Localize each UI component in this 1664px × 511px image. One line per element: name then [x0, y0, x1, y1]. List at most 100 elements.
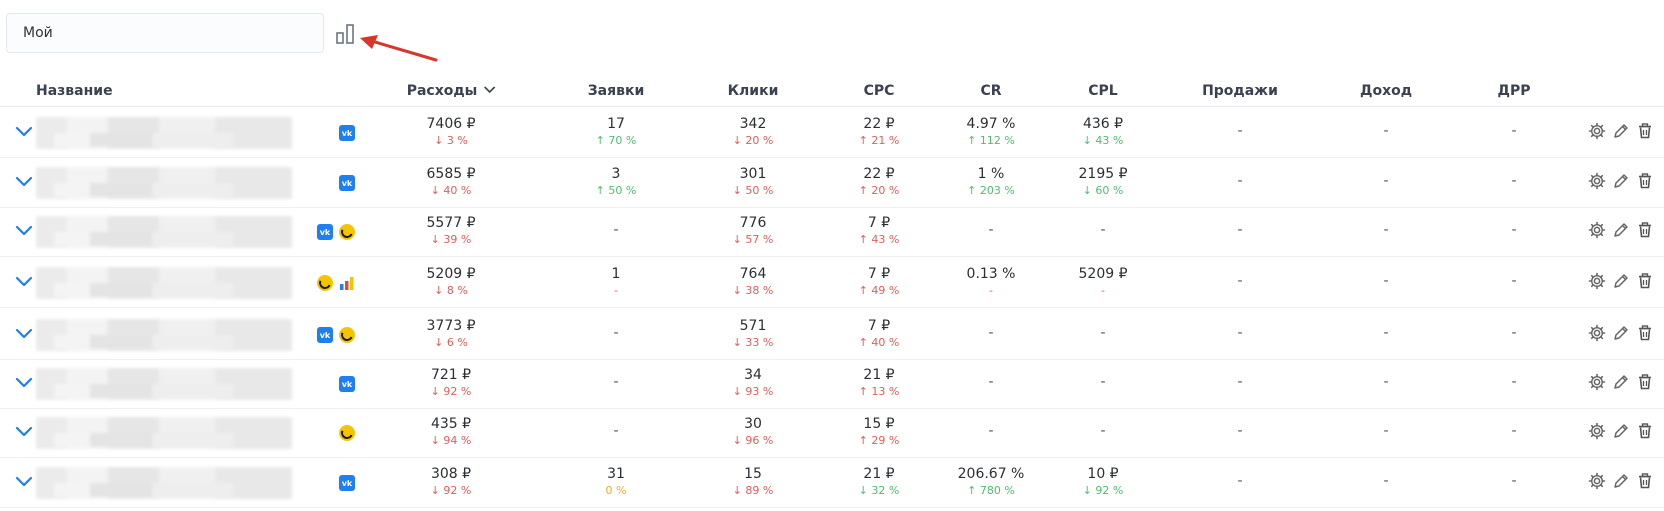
- gear-icon[interactable]: [1588, 122, 1606, 140]
- expand-row-chevron-down-icon[interactable]: [14, 474, 34, 490]
- trash-icon[interactable]: [1636, 122, 1654, 140]
- pencil-icon[interactable]: [1612, 221, 1630, 239]
- table-row[interactable]: 5209 ₽ ↓ 8 % 1-764 ↓ 38 % 7 ₽ ↑ 49 % 0.13 % -52…: [0, 257, 1664, 308]
- gear-icon[interactable]: [1588, 272, 1606, 290]
- table-row[interactable]: vk 7406 ₽ ↓ 3 % 17 ↑ 70 % 342 ↓ 20 % 22 ₽ ↑ 21 %…: [0, 107, 1664, 158]
- trash-icon[interactable]: [1636, 373, 1654, 391]
- pencil-icon[interactable]: [1612, 373, 1630, 391]
- column-header-income[interactable]: Доход: [1359, 83, 1413, 99]
- filter-input[interactable]: [6, 13, 324, 53]
- column-header-clicks[interactable]: Клики: [727, 83, 779, 99]
- income-value: -: [1383, 123, 1389, 139]
- expand-row-chevron-down-icon[interactable]: [14, 223, 34, 239]
- cell-cpc: 15 ₽ ↑ 29 %: [859, 407, 900, 457]
- leads-value: -: [613, 423, 619, 439]
- column-header-spend[interactable]: Расходы: [407, 76, 496, 106]
- income-value: -: [1383, 374, 1389, 390]
- campaign-name-redacted[interactable]: [36, 417, 292, 449]
- trash-icon[interactable]: [1636, 221, 1654, 239]
- cell-cpl: 436 ₽ ↓ 43 %: [1083, 107, 1124, 157]
- campaign-name-redacted[interactable]: [36, 167, 292, 199]
- bar-chart-icon[interactable]: [334, 22, 358, 46]
- table-row[interactable]: vk 5577 ₽ ↓ 39 % - 776 ↓ 57 % 7 ₽ ↑ 43 % - - - - -: [0, 206, 1664, 257]
- cell-cr: -: [988, 206, 993, 256]
- cell-cpc: 21 ₽ ↓ 32 %: [859, 457, 900, 507]
- vk-icon: vk: [339, 475, 355, 491]
- pencil-icon[interactable]: [1612, 122, 1630, 140]
- clicks-change: ↓ 50 %: [732, 184, 774, 197]
- gear-icon[interactable]: [1588, 221, 1606, 239]
- column-header-cpc[interactable]: CPC: [863, 83, 895, 99]
- cell-cr: 206.67 % ↑ 780 %: [958, 457, 1025, 507]
- cell-spend: 5209 ₽ ↓ 8 %: [427, 257, 476, 307]
- column-header-cr[interactable]: CR: [980, 83, 1002, 99]
- cell-cpc: 22 ₽ ↑ 20 %: [859, 157, 900, 207]
- pencil-icon[interactable]: [1612, 422, 1630, 440]
- spend-value: 308 ₽: [430, 466, 472, 482]
- column-header-name[interactable]: Название: [36, 83, 113, 99]
- leads-value: 17: [607, 116, 625, 132]
- drr-value: -: [1511, 325, 1517, 341]
- campaign-name-redacted[interactable]: [36, 467, 292, 499]
- clicks-change: ↓ 96 %: [732, 434, 774, 447]
- pencil-icon[interactable]: [1612, 172, 1630, 190]
- column-header-cpl[interactable]: CPL: [1088, 83, 1118, 99]
- income-value: -: [1383, 423, 1389, 439]
- column-header-leads[interactable]: Заявки: [587, 83, 645, 99]
- expand-row-chevron-down-icon[interactable]: [14, 124, 34, 140]
- cell-cpl: -: [1100, 407, 1105, 457]
- cr-value: 1 %: [977, 166, 1005, 182]
- cell-sales: -: [1237, 257, 1242, 307]
- trash-icon[interactable]: [1636, 324, 1654, 342]
- column-header-sales[interactable]: Продажи: [1202, 83, 1278, 99]
- cr-value: 0.13 %: [966, 266, 1016, 282]
- pencil-icon[interactable]: [1612, 324, 1630, 342]
- cell-income: -: [1383, 358, 1388, 408]
- campaign-name-redacted[interactable]: [36, 117, 292, 149]
- expand-row-chevron-down-icon[interactable]: [14, 424, 34, 440]
- pencil-icon[interactable]: [1612, 472, 1630, 490]
- expand-row-chevron-down-icon[interactable]: [14, 174, 34, 190]
- expand-row-chevron-down-icon[interactable]: [14, 326, 34, 342]
- income-value: -: [1383, 173, 1389, 189]
- table-row[interactable]: vk 721 ₽ ↓ 92 % - 34 ↓ 93 % 21 ₽ ↑ 13 % - - - - -: [0, 358, 1664, 409]
- gear-icon[interactable]: [1588, 324, 1606, 342]
- cell-sales: -: [1237, 206, 1242, 256]
- campaign-name-redacted[interactable]: [36, 267, 292, 299]
- cpl-change: -: [1101, 284, 1105, 297]
- row-actions: [1588, 324, 1654, 342]
- cell-clicks: 571 ↓ 33 %: [733, 309, 774, 359]
- expand-row-chevron-down-icon[interactable]: [14, 274, 34, 290]
- sales-value: -: [1237, 123, 1243, 139]
- campaign-name-redacted[interactable]: [36, 368, 292, 400]
- column-header-drr[interactable]: ДРР: [1497, 83, 1531, 99]
- cell-clicks: 776 ↓ 57 %: [733, 206, 774, 256]
- trash-icon[interactable]: [1636, 422, 1654, 440]
- cpc-value: 22 ₽: [863, 116, 895, 132]
- cpc-value: 22 ₽: [863, 166, 895, 182]
- cell-drr: -: [1511, 358, 1516, 408]
- table-row[interactable]: 435 ₽ ↓ 94 % - 30 ↓ 96 % 15 ₽ ↑ 29 % - - - - -: [0, 407, 1664, 458]
- expand-row-chevron-down-icon[interactable]: [14, 375, 34, 391]
- cpl-value: -: [1100, 374, 1106, 390]
- gear-icon[interactable]: [1588, 472, 1606, 490]
- cr-change: ↑ 780 %: [967, 484, 1015, 497]
- gear-icon[interactable]: [1588, 172, 1606, 190]
- leads-value: -: [613, 374, 619, 390]
- drr-value: -: [1511, 423, 1517, 439]
- campaign-name-redacted[interactable]: [36, 216, 292, 248]
- row-actions: [1588, 373, 1654, 391]
- trash-icon[interactable]: [1636, 472, 1654, 490]
- trash-icon[interactable]: [1636, 272, 1654, 290]
- table-row[interactable]: vk 3773 ₽ ↓ 6 % - 571 ↓ 33 % 7 ₽ ↑ 40 % - - - - -: [0, 309, 1664, 360]
- trash-icon[interactable]: [1636, 172, 1654, 190]
- cell-income: -: [1383, 157, 1388, 207]
- spend-value: 435 ₽: [430, 416, 472, 432]
- campaign-name-redacted[interactable]: [36, 319, 292, 351]
- table-row[interactable]: vk 308 ₽ ↓ 92 % 31 0 % 15 ↓ 89 % 21 ₽ ↓ 32 % 206.…: [0, 457, 1664, 508]
- pencil-icon[interactable]: [1612, 272, 1630, 290]
- cell-clicks: 342 ↓ 20 %: [733, 107, 774, 157]
- table-row[interactable]: vk 6585 ₽ ↓ 40 % 3 ↑ 50 % 301 ↓ 50 % 22 ₽ ↑ 20 %…: [0, 157, 1664, 208]
- gear-icon[interactable]: [1588, 422, 1606, 440]
- gear-icon[interactable]: [1588, 373, 1606, 391]
